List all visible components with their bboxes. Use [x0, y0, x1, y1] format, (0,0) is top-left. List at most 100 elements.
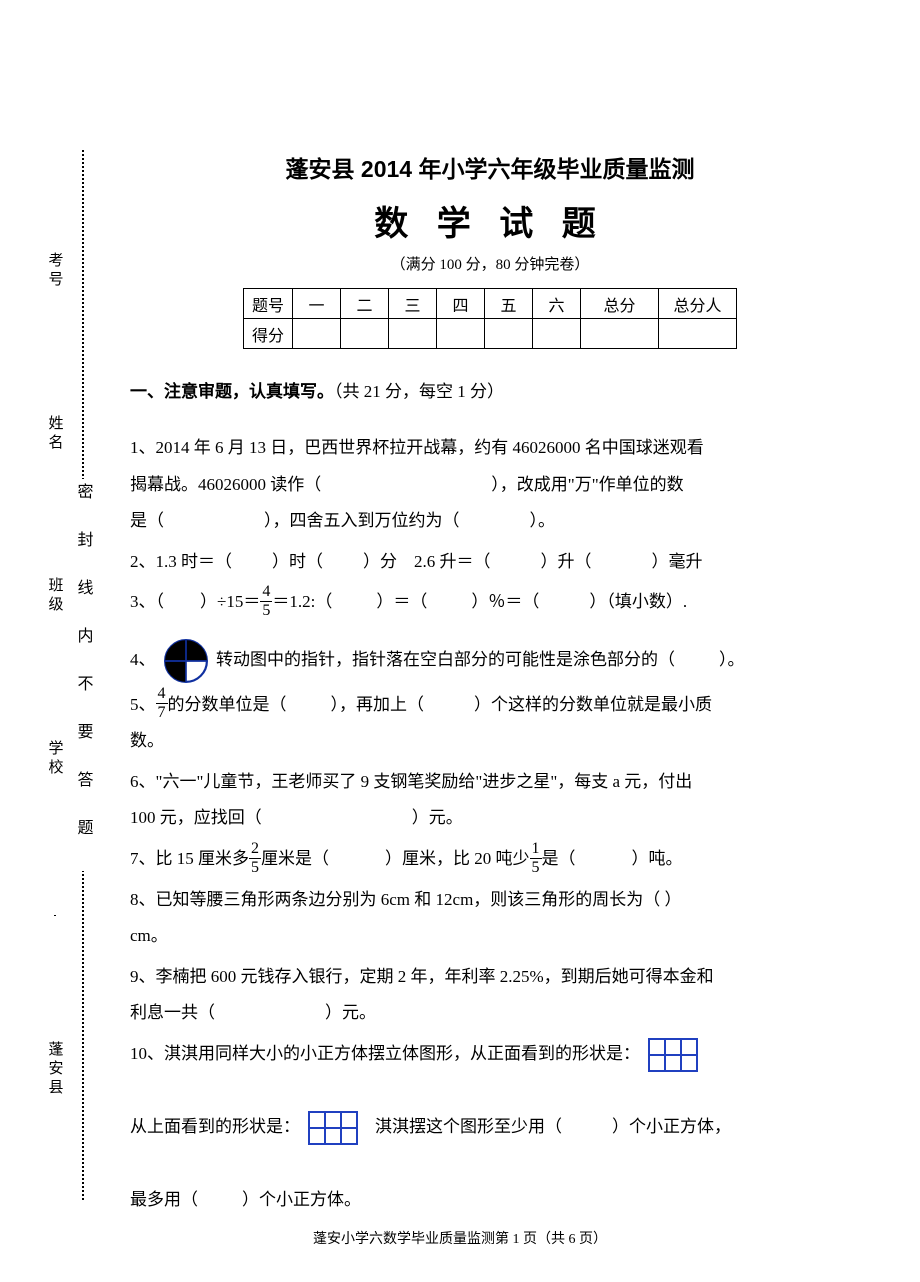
field-county: 蓬安县 — [45, 1041, 66, 1098]
th-num: 题号 — [243, 289, 292, 319]
q10-e: 最多用（ — [130, 1190, 198, 1209]
field-name: 姓名 — [45, 415, 66, 453]
section-1-bold: 一、注意审题，认真填写。 — [130, 382, 334, 401]
table-row: 得分 — [243, 319, 736, 349]
q2-a: 2、1.3 时＝（ — [130, 552, 232, 571]
seal-text: 密封线内不要答题 — [71, 479, 95, 871]
q3-b: ）÷15＝ — [200, 592, 260, 611]
q2-d: 2.6 升＝（ — [414, 552, 491, 571]
q5-e: 数。 — [130, 731, 164, 750]
td-blank — [341, 319, 389, 349]
q9-b: 利息一共（ — [130, 1003, 215, 1022]
q8-b: cm。 — [130, 926, 168, 945]
q2-f: ）毫升 — [652, 552, 703, 571]
q4-b: 转动图中的指针，指针落在空白部分的可能性是涂色部分的（ — [216, 650, 675, 669]
q1-t5: ），四舍五入到万位约为（ — [264, 511, 460, 530]
question-1: 1、2014 年 6 月 13 日，巴西世界杯拉开战幕，约有 46026000 … — [130, 430, 850, 540]
pie-icon — [164, 639, 208, 683]
q8-a: 8、已知等腰三角形两条边分别为 6cm 和 12cm，则该三角形的周长为（ ） — [130, 890, 682, 909]
q10-f: ）个小正方体。 — [242, 1190, 361, 1209]
q9-c: ）元。 — [325, 1003, 376, 1022]
question-5: 5、47的分数单位是（ ），再加上（ ）个这样的分数单位就是最小质 数。 — [130, 687, 850, 760]
th-5: 五 — [485, 289, 533, 319]
q1-t2: 揭幕战。46026000 读作（ — [130, 475, 321, 494]
field-id: 考号 — [45, 252, 66, 290]
question-3: 3、（ ）÷15＝45＝1.2:（ ）＝（ ）％＝（ ）（填小数）. — [130, 584, 850, 621]
main-content: 蓬安县 2014 年小学六年级毕业质量监测 数 学 试 题 （满分 100 分，… — [130, 150, 850, 1223]
q3-e: ）％＝（ — [471, 592, 539, 611]
gutter-seal-line: 密封线内不要答题 — [65, 150, 100, 1200]
q7-d: 是（ — [542, 849, 576, 868]
question-7: 7、比 15 厘米多25厘米是（ ）厘米，比 20 吨少15是（ ）吨。 — [130, 841, 850, 878]
td-blank — [659, 319, 737, 349]
q5-d: ）个这样的分数单位就是最小质 — [474, 695, 712, 714]
field-class: 班级 — [45, 577, 66, 615]
section-1-rest: （共 21 分，每空 1 分） — [334, 382, 504, 401]
q5-a: 5、 — [130, 695, 156, 714]
q4-a: 4、 — [130, 650, 156, 669]
th-grader: 总分人 — [659, 289, 737, 319]
question-2: 2、1.3 时＝（ ）时（ ）分 2.6 升＝（ ）升（ ）毫升 — [130, 544, 850, 581]
td-blank — [293, 319, 341, 349]
q10-d: ）个小正方体， — [612, 1117, 731, 1136]
q3-d: ）＝（ — [376, 592, 427, 611]
q10-b: 从上面看到的形状是： — [130, 1117, 300, 1136]
front-view-icon — [648, 1038, 698, 1072]
th-3: 三 — [389, 289, 437, 319]
exam-meta: （满分 100 分，80 分钟完卷） — [130, 253, 850, 274]
q7-c: ）厘米，比 20 吨少 — [385, 849, 530, 868]
td-blank — [389, 319, 437, 349]
q6-b: 100 元，应找回（ — [130, 808, 262, 827]
exam-title: 蓬安县 2014 年小学六年级毕业质量监测 — [130, 150, 850, 184]
fraction-4-7: 47 — [156, 686, 168, 721]
th-total: 总分 — [581, 289, 659, 319]
q6-a: 6、"六一"儿童节，王老师买了 9 支钢笔奖励给"进步之星"，每支 a 元，付出 — [130, 772, 692, 791]
q7-a: 7、比 15 厘米多 — [130, 849, 249, 868]
q1-t3: ），改成用"万"作单位的数 — [491, 475, 683, 494]
page-footer: 蓬安小学六数学毕业质量监测第 1 页（共 6 页） — [0, 1228, 920, 1248]
q10-c: 淇淇摆这个图形至少用（ — [375, 1117, 562, 1136]
q3-a: 3、（ — [130, 592, 164, 611]
q5-c: ），再加上（ — [331, 695, 425, 714]
section-1-head: 一、注意审题，认真填写。（共 21 分，每空 1 分） — [130, 377, 850, 402]
th-4: 四 — [437, 289, 485, 319]
fraction-1-5: 15 — [530, 841, 542, 876]
q7-b: 厘米是（ — [261, 849, 329, 868]
q7-e: ）吨。 — [632, 849, 683, 868]
q1-t4: 是（ — [130, 511, 164, 530]
top-view-icon — [308, 1111, 358, 1145]
gutter-fields: 蓬安县 学校 班级 姓名 考号 — [45, 150, 65, 1200]
td-score-label: 得分 — [243, 319, 292, 349]
q6-c: ）元。 — [412, 808, 463, 827]
td-blank — [533, 319, 581, 349]
question-4: 4、 转动图中的指针，指针落在空白部分的可能性是涂色部分的（ ）。 — [130, 639, 850, 683]
fraction-4-5: 45 — [260, 584, 272, 619]
q10-a: 10、淇淇用同样大小的小正方体摆立体图形，从正面看到的形状是： — [130, 1044, 640, 1063]
table-row: 题号 一 二 三 四 五 六 总分 总分人 — [243, 289, 736, 319]
q5-b: 的分数单位是（ — [168, 695, 287, 714]
th-6: 六 — [533, 289, 581, 319]
question-9: 9、李楠把 600 元钱存入银行，定期 2 年，年利率 2.25%，到期后她可得… — [130, 959, 850, 1032]
question-6: 6、"六一"儿童节，王老师买了 9 支钢笔奖励给"进步之星"，每支 a 元，付出… — [130, 764, 850, 837]
binding-gutter: 蓬安县 学校 班级 姓名 考号 密封线内不要答题 — [45, 150, 100, 1200]
question-10: 10、淇淇用同样大小的小正方体摆立体图形，从正面看到的形状是： 从上面看到的形状… — [130, 1036, 850, 1219]
th-2: 二 — [341, 289, 389, 319]
td-blank — [581, 319, 659, 349]
q1-t6: ）。 — [530, 511, 556, 530]
q1-t1: 1、2014 年 6 月 13 日，巴西世界杯拉开战幕，约有 46026000 … — [130, 438, 704, 457]
q2-c: ）分 — [363, 552, 397, 571]
fraction-2-5: 25 — [249, 841, 261, 876]
td-blank — [485, 319, 533, 349]
question-8: 8、已知等腰三角形两条边分别为 6cm 和 12cm，则该三角形的周长为（ ） … — [130, 882, 850, 955]
q9-a: 9、李楠把 600 元钱存入银行，定期 2 年，年利率 2.25%，到期后她可得… — [130, 967, 714, 986]
subject-title: 数 学 试 题 — [130, 196, 850, 245]
score-table: 题号 一 二 三 四 五 六 总分 总分人 得分 — [243, 288, 737, 349]
q2-b: ）时（ — [272, 552, 323, 571]
field-school: 学校 — [45, 740, 66, 778]
q4-c: ）。 — [719, 650, 745, 669]
q3-f: ）（填小数）. — [589, 592, 687, 611]
q2-e: ）升（ — [541, 552, 592, 571]
th-1: 一 — [293, 289, 341, 319]
td-blank — [437, 319, 485, 349]
q3-c: ＝1.2:（ — [272, 592, 332, 611]
